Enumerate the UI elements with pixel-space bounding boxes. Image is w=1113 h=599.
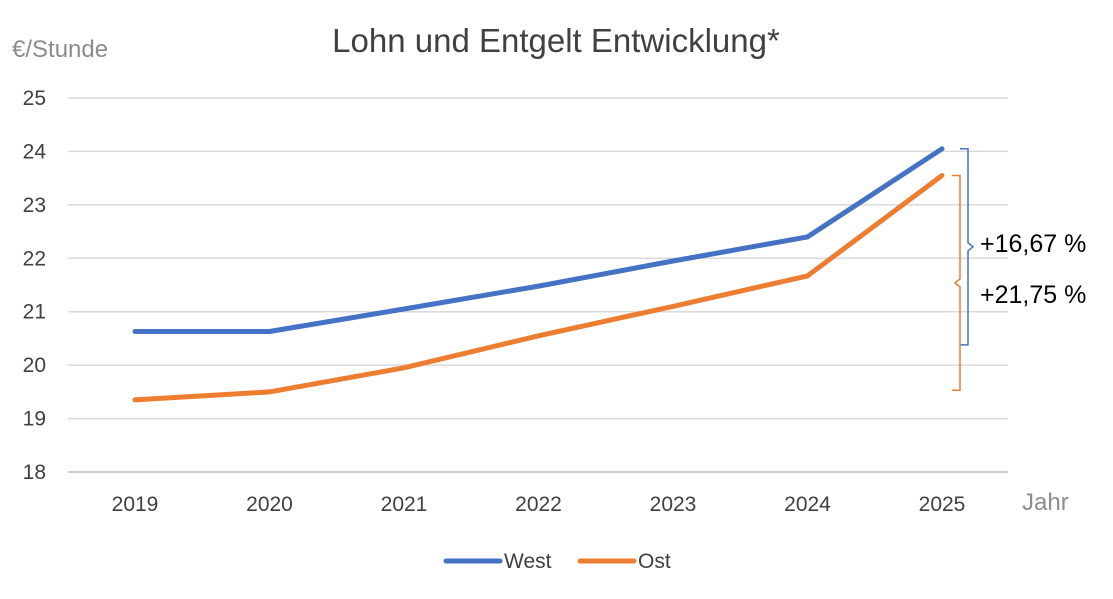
y-axis-ticks: 18 19 20 21 22 23 24 25 (23, 87, 47, 484)
series-line-west (132, 146, 945, 334)
y-tick-label: 20 (23, 354, 46, 377)
annotation-label-ost: +21,75 % (980, 281, 1086, 309)
y-axis-title: €/Stunde (12, 36, 108, 63)
x-tick-label: 2025 (919, 493, 966, 516)
gridlines (68, 97, 1008, 473)
legend-label-ost: Ost (638, 550, 671, 573)
annotation-bracket-ost (952, 174, 961, 392)
x-axis-title: Jahr (1022, 489, 1069, 516)
series-line-ost (132, 173, 945, 403)
annotations: +16,67 % +21,75 % (952, 148, 1086, 392)
annotation-bracket-west (960, 148, 975, 346)
x-tick-label: 2020 (246, 493, 293, 516)
series-lines (132, 146, 945, 403)
y-tick-label: 23 (23, 194, 46, 217)
x-tick-label: 2023 (650, 493, 697, 516)
y-tick-label: 24 (23, 140, 47, 163)
y-tick-label: 18 (23, 461, 46, 484)
x-tick-label: 2019 (112, 493, 159, 516)
y-tick-label: 21 (23, 301, 46, 324)
y-tick-label: 22 (23, 247, 46, 270)
legend-label-west: West (504, 550, 552, 573)
annotation-label-west: +16,67 % (980, 230, 1086, 258)
x-axis-ticks: 2019 2020 2021 2022 2023 2024 2025 (112, 493, 966, 516)
y-tick-label: 19 (23, 408, 46, 431)
x-tick-label: 2022 (515, 493, 562, 516)
x-tick-label: 2021 (381, 493, 428, 516)
y-tick-label: 25 (23, 87, 46, 110)
x-tick-label: 2024 (784, 493, 831, 516)
legend: West Ost (443, 550, 671, 573)
chart-title: Lohn und Entgelt Entwicklung* (332, 22, 780, 59)
